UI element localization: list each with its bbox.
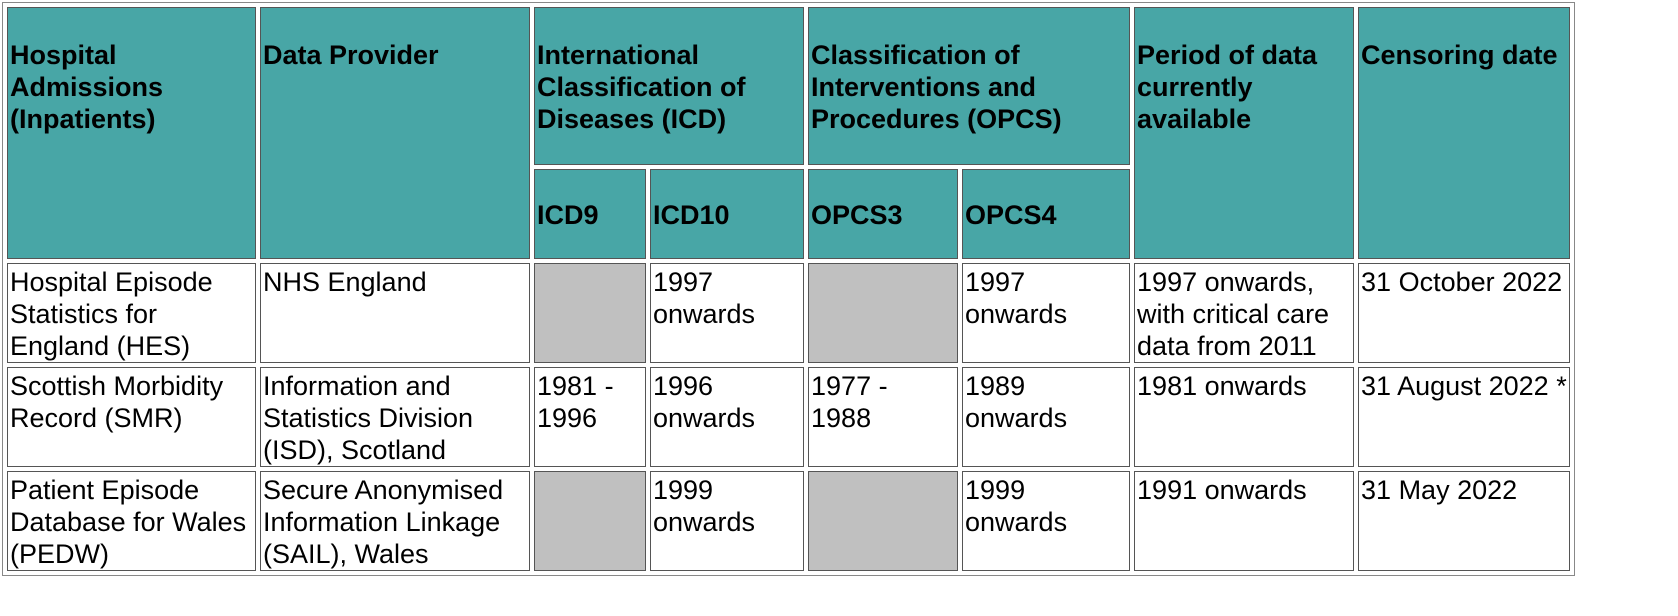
header-icd9: ICD9 (534, 169, 646, 259)
cell-period: 1997 onwards, with critical care data fr… (1134, 263, 1355, 363)
header-opcs4: OPCS4 (962, 169, 1131, 259)
cell-provider: Secure Anonymised Information Linkage (S… (260, 471, 530, 571)
cell-censoring-date: 31 October 2022 (1358, 263, 1571, 363)
cell-icd10: 1997 onwards (650, 263, 805, 363)
cell-opcs4: 1999 onwards (962, 471, 1131, 571)
table-row: Hospital Episode Statistics for England … (7, 263, 1571, 363)
cell-censoring-date: 31 August 2022 * (1358, 367, 1571, 467)
cell-provider: NHS England (260, 263, 530, 363)
cell-opcs4: 1989 onwards (962, 367, 1131, 467)
table-row: Scottish Morbidity Record (SMR) Informat… (7, 367, 1571, 467)
cell-source-name: Hospital Episode Statistics for England … (7, 263, 256, 363)
cell-icd10: 1996 onwards (650, 367, 805, 467)
header-row-top: Hospital Admissions (Inpatients) Data Pr… (7, 7, 1571, 259)
cell-source-name: Scottish Morbidity Record (SMR) (7, 367, 256, 467)
cell-provider: Information and Statistics Division (ISD… (260, 367, 530, 467)
cell-icd9-empty (534, 471, 646, 571)
header-icd10: ICD10 (650, 169, 805, 259)
table-row: Patient Episode Database for Wales (PEDW… (7, 471, 1571, 571)
cell-source-name: Patient Episode Database for Wales (PEDW… (7, 471, 256, 571)
cell-period: 1981 onwards (1134, 367, 1355, 467)
header-period: Period of data currently available (1134, 7, 1355, 259)
cell-opcs3: 1977 - 1988 (808, 367, 959, 467)
cell-opcs3-empty (808, 471, 959, 571)
header-opcs: Classification of Interventions and Proc… (808, 7, 1131, 165)
header-data-provider: Data Provider (260, 7, 530, 259)
cell-icd9-empty (534, 263, 646, 363)
header-opcs3: OPCS3 (808, 169, 959, 259)
header-censoring-date: Censoring date (1358, 7, 1571, 259)
data-sources-table: Hospital Admissions (Inpatients) Data Pr… (2, 2, 1576, 576)
cell-opcs3-empty (808, 263, 959, 363)
cell-period: 1991 onwards (1134, 471, 1355, 571)
cell-censoring-date: 31 May 2022 (1358, 471, 1571, 571)
cell-icd10: 1999 onwards (650, 471, 805, 571)
header-hospital-admissions: Hospital Admissions (Inpatients) (7, 7, 256, 259)
header-row-sub: ICD9 ICD10 OPCS3 OPCS4 (7, 169, 1570, 259)
header-icd: International Classification of Diseases… (534, 7, 805, 165)
cell-opcs4: 1997 onwards (962, 263, 1131, 363)
cell-icd9: 1981 - 1996 (534, 367, 646, 467)
